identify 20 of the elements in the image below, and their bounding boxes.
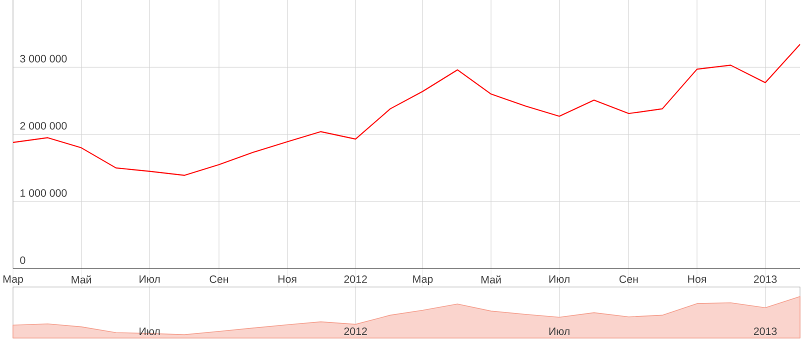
x-tick-label: Май [72,275,92,284]
x-tick-label: Июл [140,328,160,336]
x-tick-label: Июл [140,275,160,283]
x-tick-label: 2012 [344,275,367,283]
x-tick-label: Июл [549,275,570,283]
x-tick-label: Мар [413,275,433,285]
x-tick-label: Сен [620,275,638,283]
x-tick-label: Сен [210,275,228,283]
y-tick-label: 1 000 000 [20,189,67,197]
x-tick-label: Май [481,275,501,284]
y-tick-label: 3 000 000 [20,54,67,62]
x-tick-label: 2013 [754,275,777,283]
y-tick-label: 2 000 000 [20,122,67,130]
x-tick-label: Ноя [688,275,706,283]
x-tick-label: Июл [549,328,570,336]
y-tick-label: 0 [20,256,26,264]
x-tick-label: 2013 [754,328,777,336]
x-tick-label: 2012 [344,328,367,336]
x-tick-label: Мар [3,275,23,285]
x-tick-label: Ноя [278,275,296,283]
